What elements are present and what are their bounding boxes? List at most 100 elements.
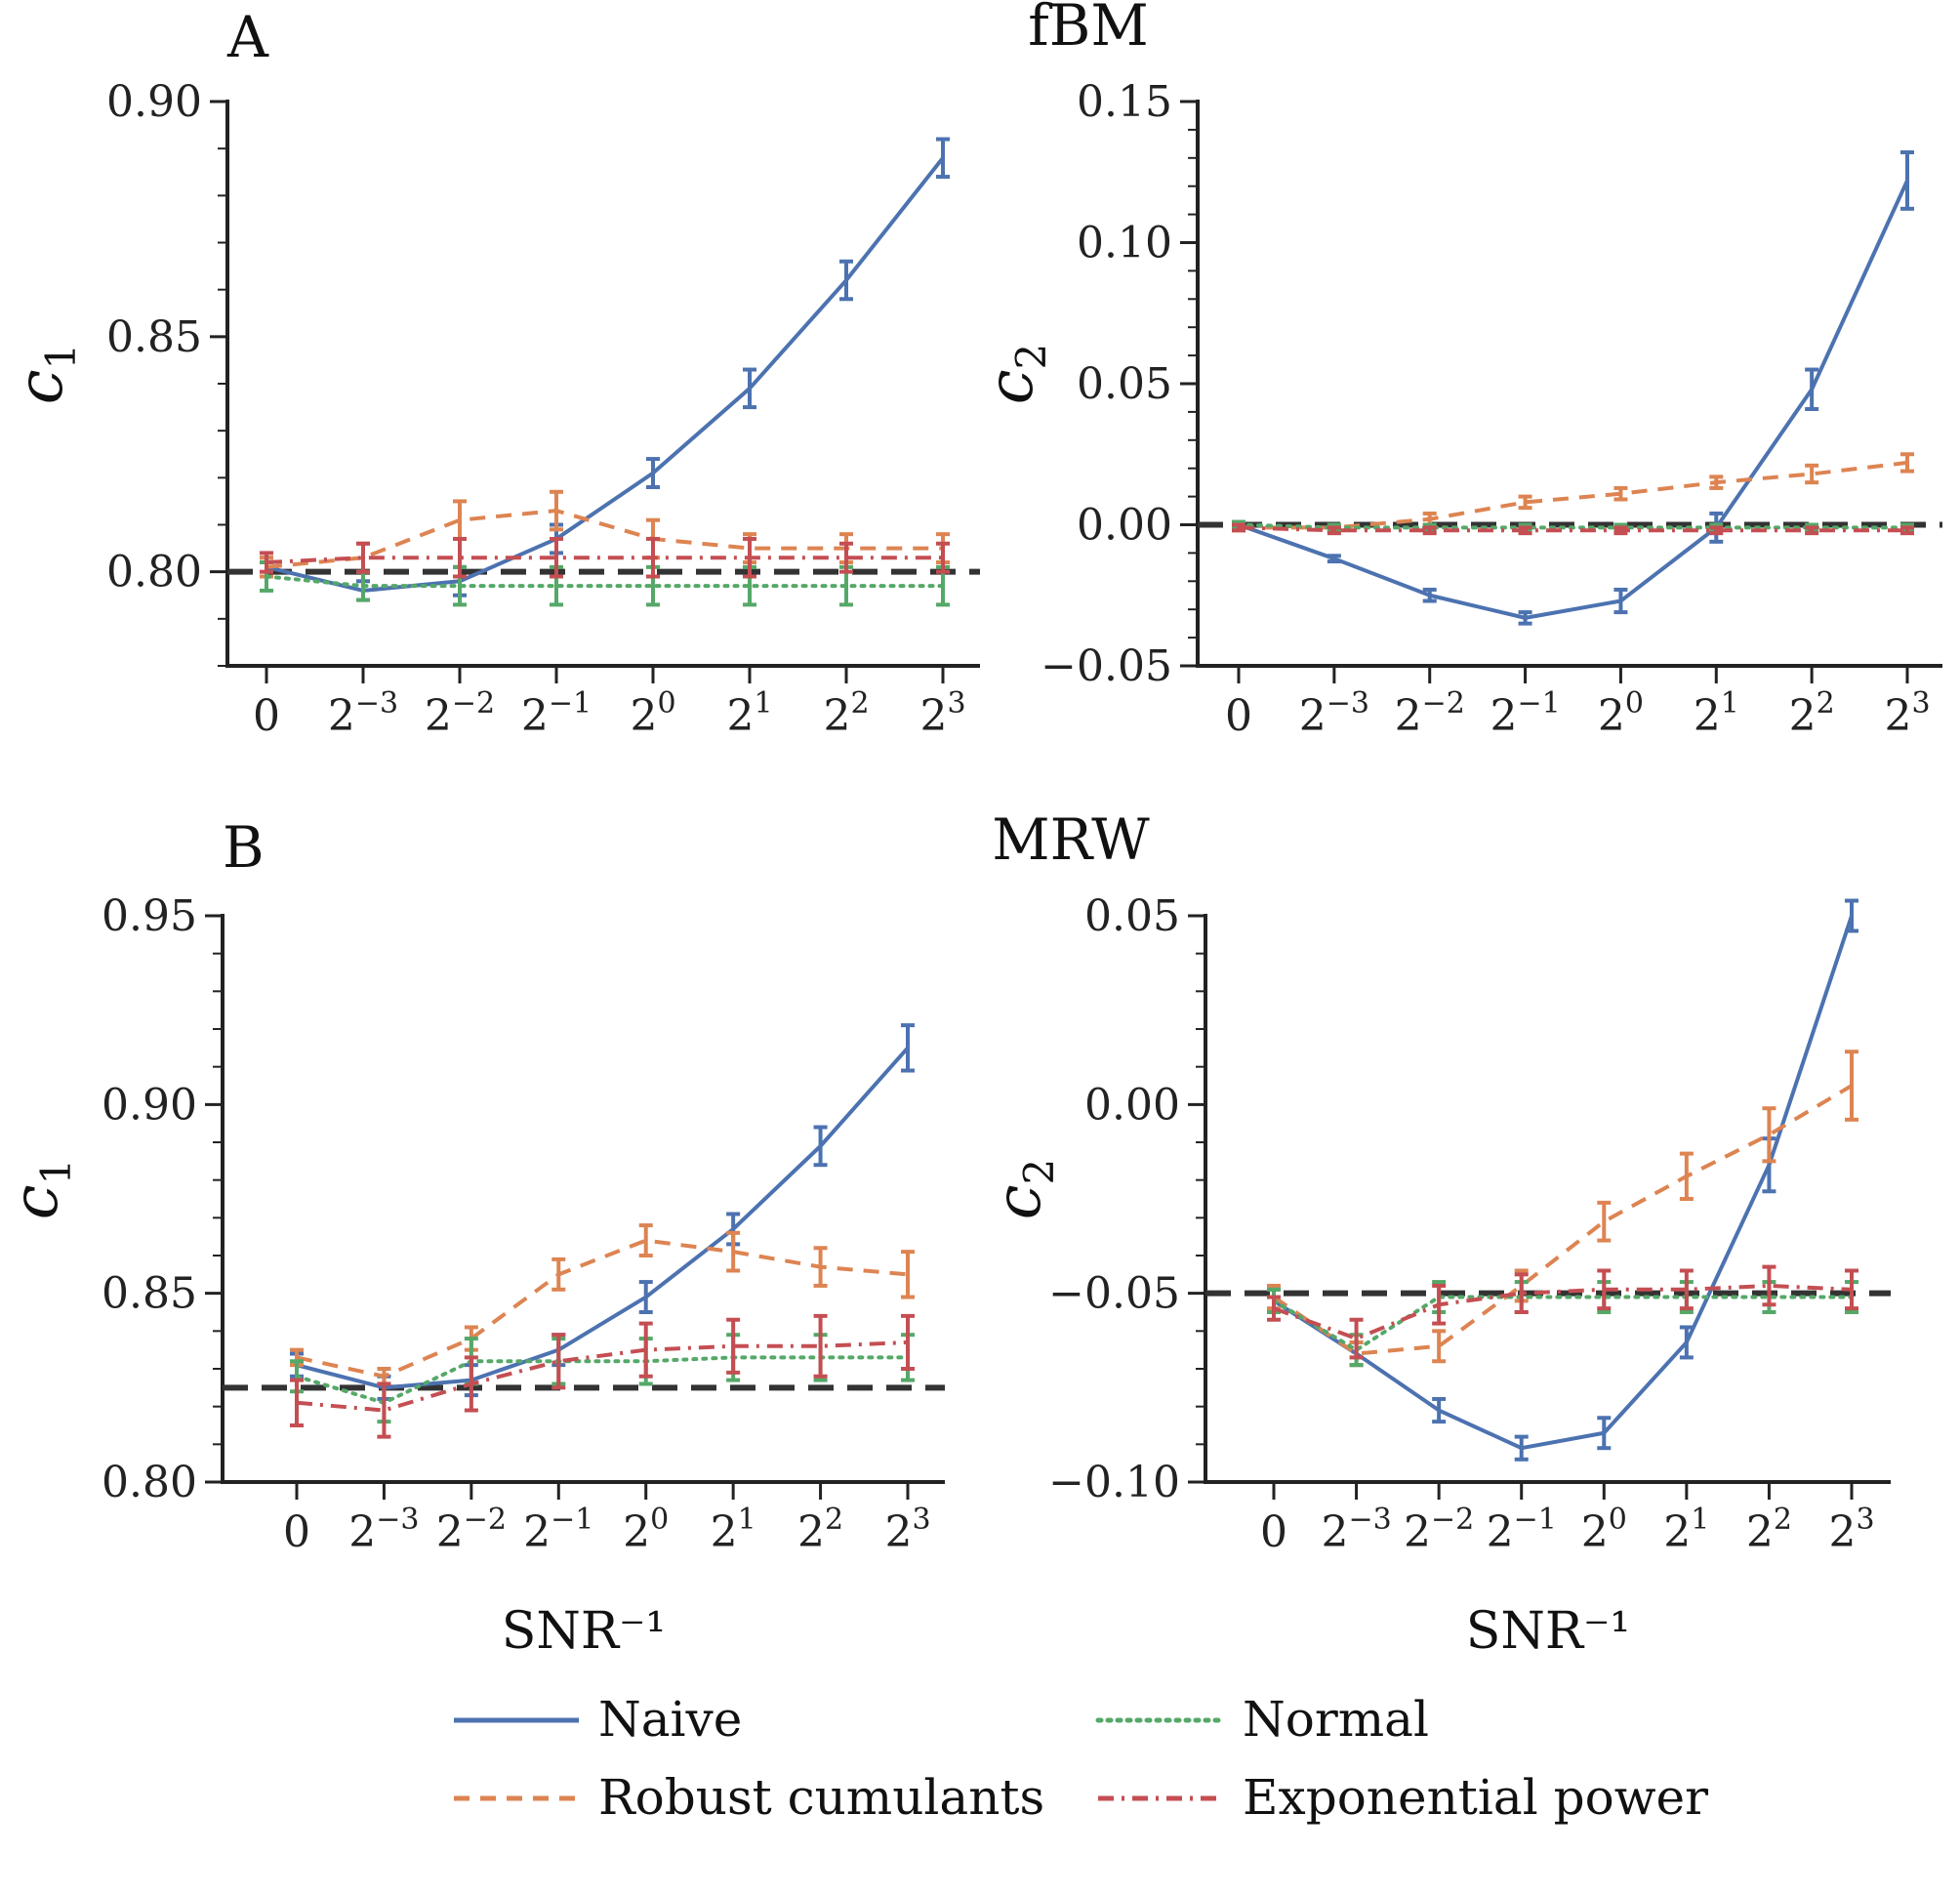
error-bar bbox=[1845, 1268, 1858, 1311]
x-tick-label: 2−3 bbox=[348, 1503, 419, 1557]
error-bar bbox=[551, 1333, 566, 1390]
error-bar bbox=[1900, 525, 1914, 536]
chart-panel-4: −0.10 −0.05 0.00 0.05 0 2−3 2−2 2−1 20 21 22 23 c2 SN… bbox=[983, 891, 1891, 1661]
y-tick-label: 0.15 bbox=[1077, 77, 1172, 127]
y-tick-label: 0.85 bbox=[106, 312, 202, 362]
x-tick-label: 21 bbox=[726, 686, 772, 741]
y-tick-label: 0.80 bbox=[102, 1458, 197, 1507]
error-bar bbox=[1267, 1295, 1281, 1322]
legend-label: Robust cumulants bbox=[598, 1769, 1044, 1826]
error-bar bbox=[551, 1257, 566, 1292]
series-line bbox=[295, 1355, 910, 1405]
y-axis-label: c2 bbox=[983, 1159, 1063, 1220]
error-bar bbox=[1327, 525, 1341, 536]
y-tick-label: 0.00 bbox=[1077, 501, 1172, 551]
error-bar bbox=[1805, 367, 1819, 412]
x-tick-label: 2−1 bbox=[521, 686, 592, 741]
series-line bbox=[296, 1047, 910, 1390]
error-bar bbox=[464, 1355, 478, 1413]
error-bar bbox=[936, 137, 950, 180]
x-tick-label: 20 bbox=[630, 686, 675, 741]
x-tick-label: 20 bbox=[1598, 686, 1644, 741]
series-naive bbox=[1267, 898, 1858, 1462]
x-tick-label: 20 bbox=[1581, 1503, 1627, 1557]
error-bar bbox=[1762, 1264, 1776, 1307]
x-axis-label: SNR⁻¹ bbox=[502, 1602, 667, 1661]
series-robust-cumulants bbox=[1232, 452, 1914, 533]
x-tick-label: 23 bbox=[1884, 686, 1930, 741]
error-bar bbox=[901, 1023, 915, 1073]
x-tick-label: 2−3 bbox=[328, 686, 398, 741]
error-bar bbox=[1232, 522, 1245, 533]
error-bar bbox=[839, 541, 853, 574]
error-bar bbox=[1900, 150, 1914, 211]
legend-item-normal: Normal bbox=[1095, 1691, 1429, 1748]
series-line bbox=[1273, 1283, 1853, 1341]
x-tick-label: 21 bbox=[1694, 686, 1739, 741]
series-line bbox=[1238, 180, 1909, 620]
error-bar bbox=[813, 1313, 828, 1379]
y-axis-label: c2 bbox=[975, 344, 1055, 405]
error-bar bbox=[1709, 525, 1724, 536]
error-bar bbox=[638, 1321, 653, 1379]
series-line bbox=[1272, 1084, 1854, 1356]
error-bar bbox=[1518, 494, 1532, 511]
y-tick-label: 0.00 bbox=[1084, 1080, 1180, 1130]
y-tick-label: 0.10 bbox=[1077, 219, 1172, 268]
error-bar bbox=[901, 1250, 915, 1299]
error-bar bbox=[743, 536, 756, 579]
row-title-mrw: MRW bbox=[992, 806, 1150, 873]
error-bar bbox=[1514, 1272, 1529, 1314]
x-tick-label: 0 bbox=[283, 1507, 310, 1557]
series-exponential-power bbox=[290, 1313, 915, 1439]
error-bar bbox=[1349, 1317, 1364, 1360]
error-bar bbox=[901, 1313, 915, 1371]
y-tick-label: 0.90 bbox=[102, 1080, 197, 1130]
error-bar bbox=[1900, 452, 1914, 474]
error-bar bbox=[813, 1125, 828, 1168]
error-bar bbox=[1597, 1268, 1612, 1311]
x-tick-label: 2−1 bbox=[1490, 686, 1560, 741]
error-bar bbox=[1709, 474, 1724, 490]
x-tick-label: 0 bbox=[1260, 1507, 1287, 1557]
x-axis-label: SNR⁻¹ bbox=[1466, 1602, 1631, 1661]
error-bar bbox=[1432, 1329, 1447, 1364]
x-tick-label: 21 bbox=[711, 1503, 756, 1557]
error-bar bbox=[743, 367, 756, 410]
error-bar bbox=[1805, 525, 1819, 536]
error-bar bbox=[1518, 525, 1532, 536]
x-tick-label: 23 bbox=[919, 686, 965, 741]
legend-item-robust-cumulants: Robust cumulants bbox=[454, 1769, 1044, 1826]
x-tick-label: 20 bbox=[623, 1503, 669, 1557]
error-bar bbox=[1422, 525, 1437, 536]
error-bar bbox=[377, 1381, 391, 1439]
error-bar bbox=[1613, 525, 1628, 536]
series-exponential-power bbox=[260, 536, 950, 579]
error-bar bbox=[356, 541, 370, 574]
error-bar bbox=[726, 1230, 741, 1273]
error-bar bbox=[550, 536, 563, 579]
error-bar bbox=[1422, 587, 1437, 603]
series-line bbox=[265, 556, 943, 565]
series-exponential-power bbox=[1267, 1264, 1858, 1360]
error-bar bbox=[1679, 1325, 1694, 1360]
y-tick-label: −0.05 bbox=[1041, 641, 1172, 691]
chart-panel-2: −0.05 0.00 0.05 0.10 0.15 0 2−3 2−2 2−1 20 21 22 23 c… bbox=[975, 77, 1942, 741]
x-tick-label: 0 bbox=[253, 691, 280, 741]
x-tick-label: 23 bbox=[1828, 1503, 1874, 1557]
series-line bbox=[265, 509, 943, 569]
x-tick-label: 22 bbox=[1789, 686, 1835, 741]
error-bar bbox=[260, 551, 273, 574]
chart-panel-3: 0.80 0.85 0.90 0.95 0 2−3 2−2 2−1 20 21 22 23 c1 SNR⁻… bbox=[0, 891, 945, 1661]
x-tick-label: 22 bbox=[1746, 1503, 1792, 1557]
x-tick-label: 2−1 bbox=[523, 1503, 593, 1557]
series-line bbox=[1237, 522, 1909, 530]
legend-label: Naive bbox=[598, 1691, 742, 1748]
series-line bbox=[265, 156, 945, 593]
error-bar bbox=[1597, 1416, 1612, 1451]
error-bar bbox=[1845, 1050, 1858, 1122]
y-tick-label: 0.90 bbox=[106, 77, 202, 127]
y-tick-label: 0.05 bbox=[1084, 891, 1180, 941]
series-line bbox=[296, 1340, 909, 1413]
